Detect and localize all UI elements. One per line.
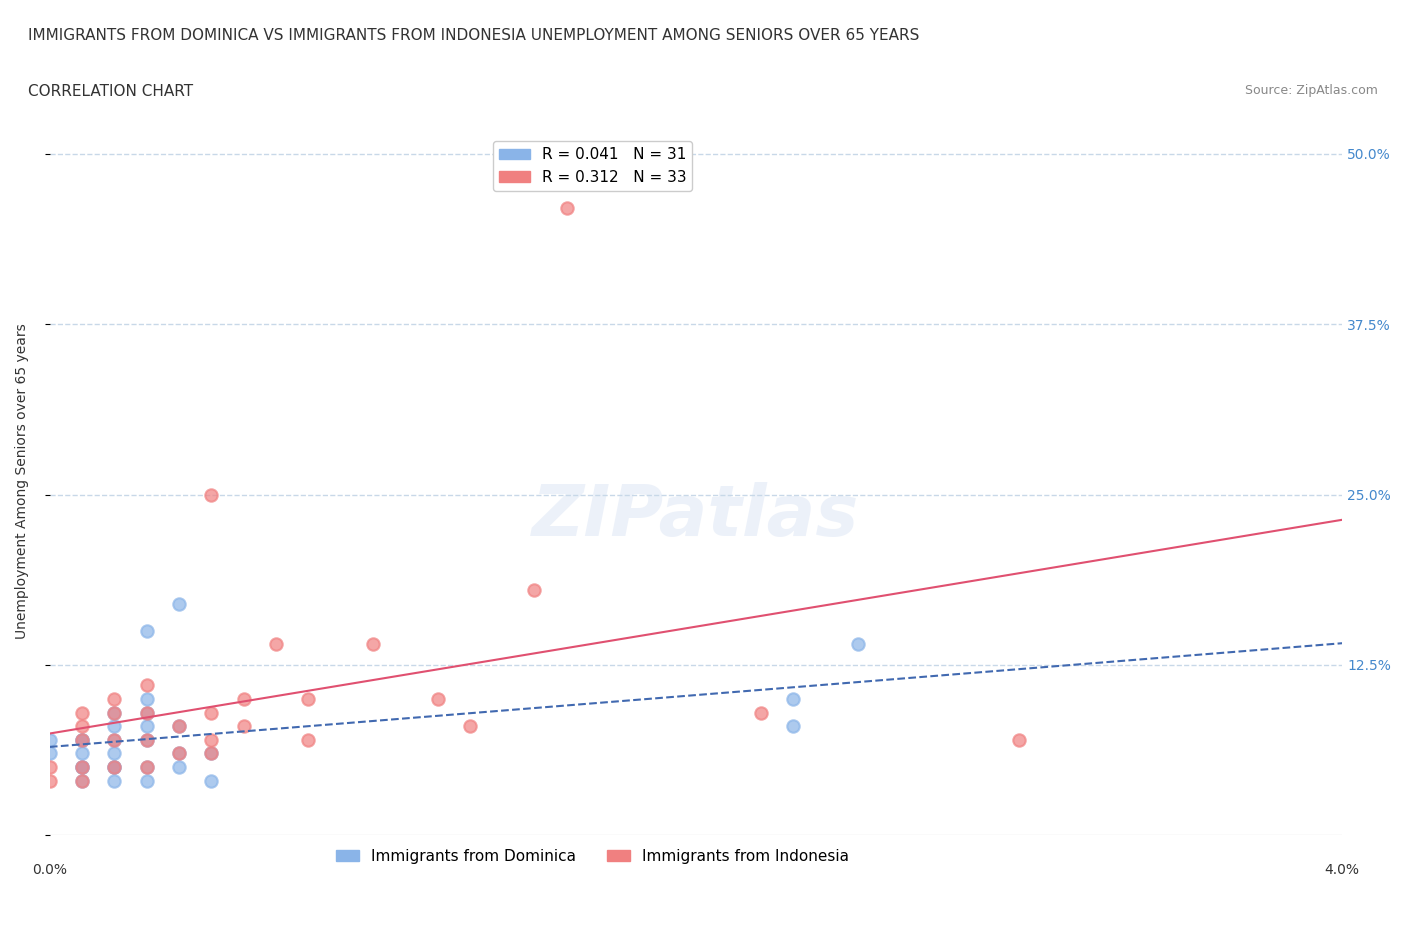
Point: [103, 705, 125, 720]
Point: [135, 705, 157, 720]
Point: [70, 773, 93, 788]
Point: [103, 760, 125, 775]
Point: [458, 719, 481, 734]
Point: [232, 719, 254, 734]
Point: [200, 746, 222, 761]
Point: [782, 719, 804, 734]
Point: [103, 705, 125, 720]
Point: [200, 705, 222, 720]
Point: [846, 637, 869, 652]
Point: [297, 732, 319, 747]
Point: [782, 692, 804, 707]
Point: [200, 732, 222, 747]
Point: [70, 732, 93, 747]
Point: [70, 760, 93, 775]
Point: [38, 773, 60, 788]
Point: [103, 719, 125, 734]
Point: [167, 719, 190, 734]
Point: [103, 760, 125, 775]
Y-axis label: Unemployment Among Seniors over 65 years: Unemployment Among Seniors over 65 years: [15, 323, 30, 639]
Point: [200, 487, 222, 502]
Text: IMMIGRANTS FROM DOMINICA VS IMMIGRANTS FROM INDONESIA UNEMPLOYMENT AMONG SENIORS: IMMIGRANTS FROM DOMINICA VS IMMIGRANTS F…: [28, 28, 920, 43]
Point: [523, 582, 546, 597]
Point: [135, 623, 157, 638]
Point: [200, 773, 222, 788]
Point: [1008, 732, 1031, 747]
Point: [135, 732, 157, 747]
Point: [426, 692, 449, 707]
Text: 0.0%: 0.0%: [32, 863, 67, 878]
Point: [167, 719, 190, 734]
Point: [135, 719, 157, 734]
Text: ZIPatlas: ZIPatlas: [533, 482, 859, 551]
Point: [103, 692, 125, 707]
Point: [38, 746, 60, 761]
Point: [70, 746, 93, 761]
Point: [167, 760, 190, 775]
Text: 4.0%: 4.0%: [1324, 863, 1360, 878]
Point: [135, 760, 157, 775]
Point: [103, 760, 125, 775]
Point: [555, 201, 578, 216]
Point: [70, 732, 93, 747]
Point: [135, 692, 157, 707]
Point: [70, 732, 93, 747]
Point: [135, 773, 157, 788]
Point: [135, 732, 157, 747]
Point: [70, 719, 93, 734]
Point: [103, 746, 125, 761]
Point: [264, 637, 287, 652]
Point: [103, 732, 125, 747]
Point: [103, 773, 125, 788]
Point: [70, 760, 93, 775]
Point: [135, 705, 157, 720]
Point: [38, 760, 60, 775]
Point: [361, 637, 384, 652]
Point: [135, 678, 157, 693]
Text: Source: ZipAtlas.com: Source: ZipAtlas.com: [1244, 84, 1378, 97]
Point: [167, 746, 190, 761]
Point: [70, 705, 93, 720]
Text: CORRELATION CHART: CORRELATION CHART: [28, 84, 193, 99]
Point: [167, 746, 190, 761]
Point: [135, 760, 157, 775]
Point: [70, 773, 93, 788]
Point: [70, 760, 93, 775]
Point: [749, 705, 772, 720]
Point: [232, 692, 254, 707]
Legend: Immigrants from Dominica, Immigrants from Indonesia: Immigrants from Dominica, Immigrants fro…: [330, 843, 855, 870]
Point: [200, 746, 222, 761]
Point: [297, 692, 319, 707]
Point: [103, 732, 125, 747]
Point: [167, 596, 190, 611]
Point: [38, 732, 60, 747]
